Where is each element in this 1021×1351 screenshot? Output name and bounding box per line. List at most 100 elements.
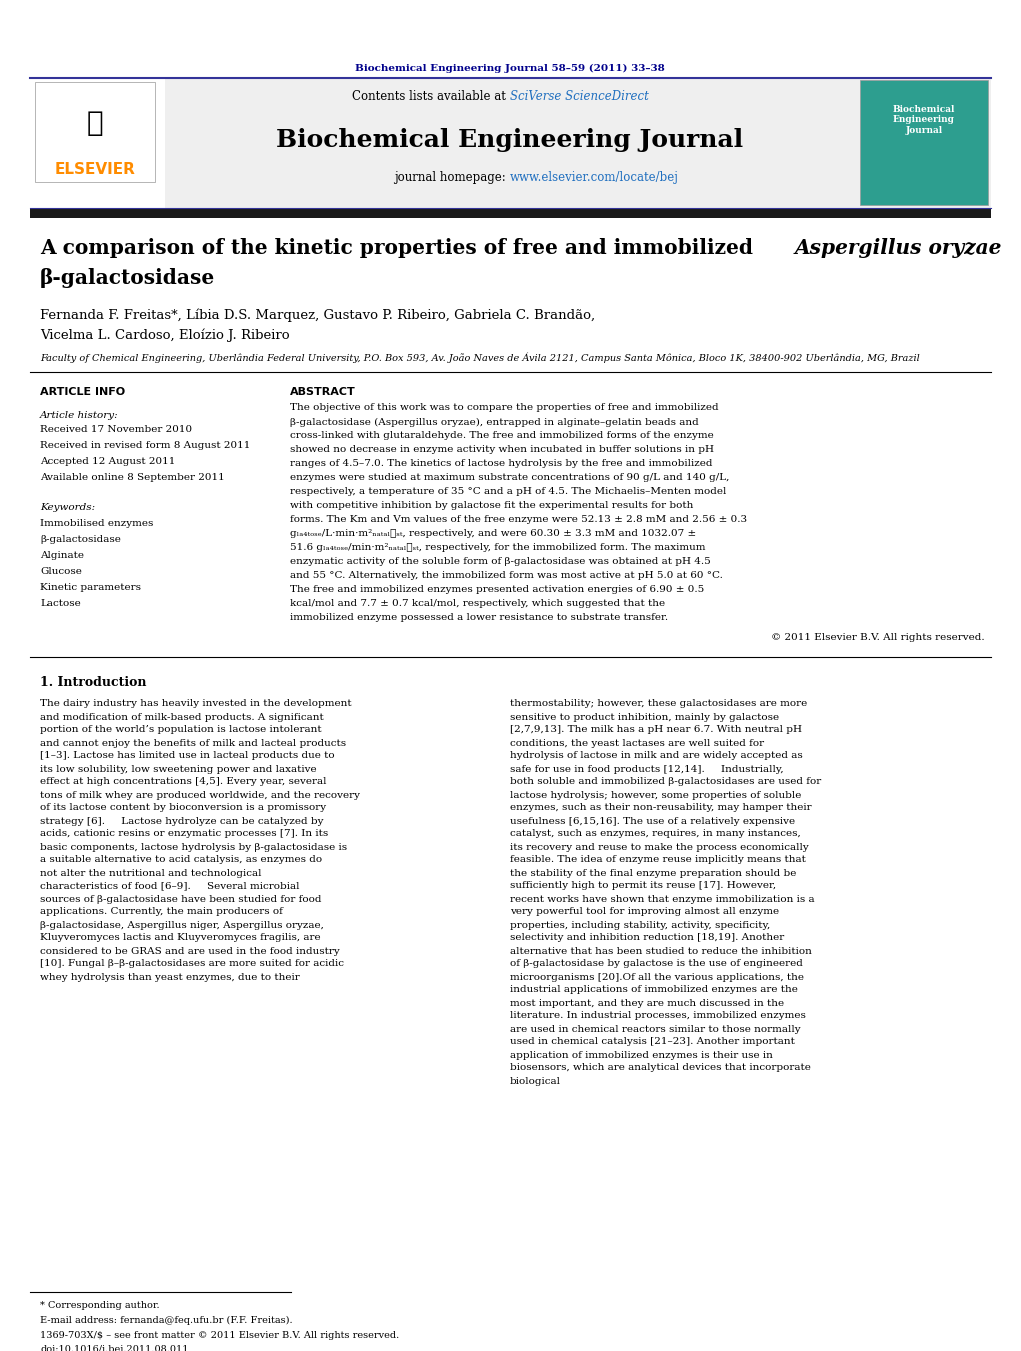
Text: both soluble and immobilized β-galactosidases are used for: both soluble and immobilized β-galactosi… (510, 777, 821, 786)
Text: © 2011 Elsevier B.V. All rights reserved.: © 2011 Elsevier B.V. All rights reserved… (772, 632, 985, 642)
Text: Biochemical Engineering Journal 58–59 (2011) 33–38: Biochemical Engineering Journal 58–59 (2… (355, 63, 665, 73)
Text: safe for use in food products [12,14].     Industrially,: safe for use in food products [12,14]. I… (510, 765, 784, 774)
Text: Vicelma L. Cardoso, Eloízio J. Ribeiro: Vicelma L. Cardoso, Eloízio J. Ribeiro (40, 328, 290, 342)
Text: Kinetic parameters: Kinetic parameters (40, 582, 141, 592)
Text: 1. Introduction: 1. Introduction (40, 676, 146, 689)
Text: E-mail address: fernanda@feq.ufu.br (F.F. Freitas).: E-mail address: fernanda@feq.ufu.br (F.F… (40, 1316, 293, 1324)
Text: 1369-703X/$ – see front matter © 2011 Elsevier B.V. All rights reserved.: 1369-703X/$ – see front matter © 2011 El… (40, 1331, 399, 1339)
Text: β-galactosidase: β-galactosidase (40, 535, 120, 543)
Text: www.elsevier.com/locate/bej: www.elsevier.com/locate/bej (510, 172, 679, 185)
Text: industrial applications of immobilized enzymes are the: industrial applications of immobilized e… (510, 985, 797, 994)
Text: 51.6 gₗₐ₄ₜₒₛₑ/min·m²ₙₐₜₐₗ₞ₛₜ, respectively, for the immobilized form. The maximu: 51.6 gₗₐ₄ₜₒₛₑ/min·m²ₙₐₜₐₗ₞ₛₜ, respective… (290, 543, 706, 553)
Text: alternative that has been studied to reduce the inhibition: alternative that has been studied to red… (510, 947, 812, 955)
FancyBboxPatch shape (30, 78, 991, 208)
Text: Accepted 12 August 2011: Accepted 12 August 2011 (40, 458, 176, 466)
Text: used in chemical catalysis [21–23]. Another important: used in chemical catalysis [21–23]. Anot… (510, 1038, 795, 1047)
Text: cross-linked with glutaraldehyde. The free and immobilized forms of the enzyme: cross-linked with glutaraldehyde. The fr… (290, 431, 714, 440)
Text: basic components, lactose hydrolysis by β-galactosidase is: basic components, lactose hydrolysis by … (40, 843, 347, 851)
Text: most important, and they are much discussed in the: most important, and they are much discus… (510, 998, 784, 1008)
Text: strategy [6].     Lactose hydrolyze can be catalyzed by: strategy [6]. Lactose hydrolyze can be c… (40, 816, 324, 825)
Text: The dairy industry has heavily invested in the development: The dairy industry has heavily invested … (40, 700, 351, 708)
Text: The objective of this work was to compare the properties of free and immobilized: The objective of this work was to compar… (290, 404, 719, 412)
Text: the stability of the final enzyme preparation should be: the stability of the final enzyme prepar… (510, 869, 796, 878)
Text: portion of the world’s population is lactose intolerant: portion of the world’s population is lac… (40, 725, 322, 735)
Text: lactose hydrolysis; however, some properties of soluble: lactose hydrolysis; however, some proper… (510, 790, 801, 800)
Text: Fernanda F. Freitas*, Líbia D.S. Marquez, Gustavo P. Ribeiro, Gabriela C. Brandã: Fernanda F. Freitas*, Líbia D.S. Marquez… (40, 308, 595, 322)
Text: and cannot enjoy the benefits of milk and lacteal products: and cannot enjoy the benefits of milk an… (40, 739, 346, 747)
Text: enzymes were studied at maximum substrate concentrations of 90 g/L and 140 g/L,: enzymes were studied at maximum substrat… (290, 473, 729, 482)
Text: * Corresponding author.: * Corresponding author. (40, 1301, 159, 1309)
Text: not alter the nutritional and technological: not alter the nutritional and technologi… (40, 869, 261, 878)
Text: recent works have shown that enzyme immobilization is a: recent works have shown that enzyme immo… (510, 894, 815, 904)
Text: its low solubility, low sweetening power and laxative: its low solubility, low sweetening power… (40, 765, 317, 774)
Text: Biochemical Engineering Journal: Biochemical Engineering Journal (277, 128, 743, 153)
Text: microorganisms [20].Of all the various applications, the: microorganisms [20].Of all the various a… (510, 973, 804, 981)
Text: whey hydrolysis than yeast enzymes, due to their: whey hydrolysis than yeast enzymes, due … (40, 973, 300, 981)
Bar (30, 208, 991, 218)
Text: journal homepage:: journal homepage: (394, 172, 510, 185)
Text: Available online 8 September 2011: Available online 8 September 2011 (40, 473, 225, 482)
Text: forms. The Km and Vm values of the free enzyme were 52.13 ± 2.8 mM and 2.56 ± 0.: forms. The Km and Vm values of the free … (290, 516, 747, 524)
Text: of its lactose content by bioconversion is a promissory: of its lactose content by bioconversion … (40, 804, 326, 812)
Text: Keywords:: Keywords: (40, 503, 95, 512)
Text: enzymes, such as their non-reusability, may hamper their: enzymes, such as their non-reusability, … (510, 804, 812, 812)
Text: Alginate: Alginate (40, 550, 84, 559)
Text: Contents lists available at: Contents lists available at (352, 91, 510, 104)
Text: [2,7,9,13]. The milk has a pH near 6.7. With neutral pH: [2,7,9,13]. The milk has a pH near 6.7. … (510, 725, 803, 735)
Text: SciVerse ScienceDirect: SciVerse ScienceDirect (510, 91, 649, 104)
Text: showed no decrease in enzyme activity when incubated in buffer solutions in pH: showed no decrease in enzyme activity wh… (290, 446, 714, 454)
Text: Kluyveromyces lactis and Kluyveromyces fragilis, are: Kluyveromyces lactis and Kluyveromyces f… (40, 934, 321, 943)
Text: respectively, a temperature of 35 °C and a pH of 4.5. The Michaelis–Menten model: respectively, a temperature of 35 °C and… (290, 488, 726, 497)
Text: feasible. The idea of enzyme reuse implicitly means that: feasible. The idea of enzyme reuse impli… (510, 855, 806, 865)
FancyBboxPatch shape (30, 78, 165, 208)
Text: enzymatic activity of the soluble form of β-galactosidase was obtained at pH 4.5: enzymatic activity of the soluble form o… (290, 558, 711, 566)
Text: Faculty of Chemical Engineering, Uberlândia Federal University, P.O. Box 593, Av: Faculty of Chemical Engineering, Uberlân… (40, 353, 920, 363)
Text: β-galactosidase: β-galactosidase (40, 267, 215, 288)
Text: literature. In industrial processes, immobilized enzymes: literature. In industrial processes, imm… (510, 1012, 806, 1020)
Text: catalyst, such as enzymes, requires, in many instances,: catalyst, such as enzymes, requires, in … (510, 830, 800, 839)
Text: immobilized enzyme possessed a lower resistance to substrate transfer.: immobilized enzyme possessed a lower res… (290, 613, 668, 623)
Text: Lactose: Lactose (40, 598, 81, 608)
Text: sufficiently high to permit its reuse [17]. However,: sufficiently high to permit its reuse [1… (510, 881, 776, 890)
Text: application of immobilized enzymes is their use in: application of immobilized enzymes is th… (510, 1051, 773, 1059)
Text: its recovery and reuse to make the process economically: its recovery and reuse to make the proce… (510, 843, 809, 851)
Text: Glucose: Glucose (40, 566, 82, 576)
Text: effect at high concentrations [4,5]. Every year, several: effect at high concentrations [4,5]. Eve… (40, 777, 327, 786)
Text: kcal/mol and 7.7 ± 0.7 kcal/mol, respectively, which suggested that the: kcal/mol and 7.7 ± 0.7 kcal/mol, respect… (290, 600, 665, 608)
Text: properties, including stability, activity, specificity,: properties, including stability, activit… (510, 920, 770, 929)
Text: Aspergillus oryzae: Aspergillus oryzae (795, 238, 1003, 258)
Text: ELSEVIER: ELSEVIER (54, 162, 136, 177)
Text: ABSTRACT: ABSTRACT (290, 386, 355, 397)
Text: usefulness [6,15,16]. The use of a relatively expensive: usefulness [6,15,16]. The use of a relat… (510, 816, 795, 825)
Text: sensitive to product inhibition, mainly by galactose: sensitive to product inhibition, mainly … (510, 712, 779, 721)
Text: Received in revised form 8 August 2011: Received in revised form 8 August 2011 (40, 442, 250, 450)
Text: ARTICLE INFO: ARTICLE INFO (40, 386, 126, 397)
Text: conditions, the yeast lactases are well suited for: conditions, the yeast lactases are well … (510, 739, 764, 747)
Text: and modification of milk-based products. A significant: and modification of milk-based products.… (40, 712, 324, 721)
Text: with competitive inhibition by galactose fit the experimental results for both: with competitive inhibition by galactose… (290, 501, 693, 511)
Text: biosensors, which are analytical devices that incorporate: biosensors, which are analytical devices… (510, 1063, 811, 1073)
Text: [10]. Fungal β–β-galactosidases are more suited for acidic: [10]. Fungal β–β-galactosidases are more… (40, 959, 344, 969)
Text: very powerful tool for improving almost all enzyme: very powerful tool for improving almost … (510, 908, 779, 916)
Text: gₗₐ₄ₜₒₛₑ/L·min·m²ₙₐₜₐₗ₞ₛₜ, respectively, and were 60.30 ± 3.3 mM and 1032.07 ±: gₗₐ₄ₜₒₛₑ/L·min·m²ₙₐₜₐₗ₞ₛₜ, respectively,… (290, 530, 696, 539)
Text: of β-galactosidase by galactose is the use of engineered: of β-galactosidase by galactose is the u… (510, 959, 803, 969)
Text: A comparison of the kinetic properties of free and immobilized: A comparison of the kinetic properties o… (40, 238, 760, 258)
Text: biological: biological (510, 1077, 561, 1085)
Text: selectivity and inhibition reduction [18,19]. Another: selectivity and inhibition reduction [18… (510, 934, 784, 943)
Text: The free and immobilized enzymes presented activation energies of 6.90 ± 0.5: The free and immobilized enzymes present… (290, 585, 704, 594)
Text: tons of milk whey are produced worldwide, and the recovery: tons of milk whey are produced worldwide… (40, 790, 360, 800)
Text: and 55 °C. Alternatively, the immobilized form was most active at pH 5.0 at 60 °: and 55 °C. Alternatively, the immobilize… (290, 571, 723, 581)
Text: Article history:: Article history: (40, 411, 118, 420)
Text: are used in chemical reactors similar to those normally: are used in chemical reactors similar to… (510, 1024, 800, 1034)
Text: doi:10.1016/j.bej.2011.08.011: doi:10.1016/j.bej.2011.08.011 (40, 1346, 189, 1351)
Text: 🌳: 🌳 (87, 109, 103, 136)
Text: acids, cationic resins or enzymatic processes [7]. In its: acids, cationic resins or enzymatic proc… (40, 830, 328, 839)
Text: applications. Currently, the main producers of: applications. Currently, the main produc… (40, 908, 283, 916)
Text: ranges of 4.5–7.0. The kinetics of lactose hydrolysis by the free and immobilize: ranges of 4.5–7.0. The kinetics of lacto… (290, 459, 713, 469)
Bar (860, 80, 988, 205)
Text: Immobilised enzymes: Immobilised enzymes (40, 519, 153, 527)
Text: Biochemical
Engineering
Journal: Biochemical Engineering Journal (892, 105, 956, 135)
Text: sources of β-galactosidase have been studied for food: sources of β-galactosidase have been stu… (40, 894, 322, 904)
Bar (35, 82, 155, 182)
Text: Received 17 November 2010: Received 17 November 2010 (40, 426, 192, 435)
